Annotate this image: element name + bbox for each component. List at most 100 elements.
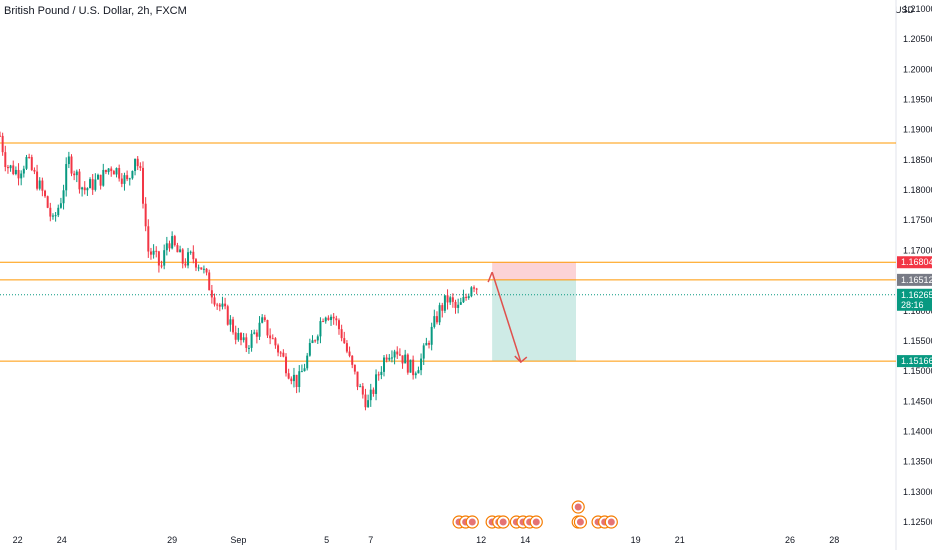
candle-body[interactable] bbox=[269, 335, 272, 339]
candle-body[interactable] bbox=[367, 400, 370, 408]
candle-body[interactable] bbox=[30, 157, 33, 170]
candle-body[interactable] bbox=[142, 167, 145, 204]
candle-body[interactable] bbox=[17, 169, 20, 179]
candle-body[interactable] bbox=[327, 317, 330, 321]
candle-body[interactable] bbox=[300, 371, 303, 373]
candle-body[interactable] bbox=[247, 347, 250, 349]
candle-body[interactable] bbox=[242, 337, 245, 341]
candle-body[interactable] bbox=[1, 135, 4, 153]
candle-body[interactable] bbox=[406, 354, 409, 373]
candle-body[interactable] bbox=[123, 175, 126, 184]
candle-body[interactable] bbox=[38, 180, 41, 189]
candle-body[interactable] bbox=[383, 357, 385, 372]
candle-body[interactable] bbox=[380, 371, 383, 375]
candle-body[interactable] bbox=[221, 303, 224, 307]
candle-body[interactable] bbox=[435, 316, 438, 323]
candle-body[interactable] bbox=[287, 373, 290, 379]
candle-body[interactable] bbox=[353, 364, 356, 372]
candle-body[interactable] bbox=[475, 288, 478, 290]
candle-body[interactable] bbox=[189, 251, 192, 253]
candle-body[interactable] bbox=[46, 196, 49, 208]
candle-body[interactable] bbox=[152, 250, 155, 255]
candle-body[interactable] bbox=[44, 190, 47, 197]
candle-body[interactable] bbox=[165, 243, 168, 251]
candle-body[interactable] bbox=[171, 236, 174, 249]
candle-body[interactable] bbox=[343, 338, 346, 344]
candle-body[interactable] bbox=[208, 272, 211, 291]
candle-body[interactable] bbox=[348, 351, 351, 356]
candle-body[interactable] bbox=[351, 355, 354, 365]
candle-body[interactable] bbox=[364, 394, 367, 408]
candle-body[interactable] bbox=[306, 355, 309, 369]
candle-body[interactable] bbox=[202, 268, 205, 270]
candle-body[interactable] bbox=[205, 268, 208, 273]
candle-body[interactable] bbox=[369, 389, 372, 401]
candle-body[interactable] bbox=[104, 169, 107, 173]
candle-body[interactable] bbox=[33, 169, 36, 172]
candle-body[interactable] bbox=[6, 167, 9, 169]
candle-body[interactable] bbox=[314, 340, 317, 342]
candle-body[interactable] bbox=[192, 251, 195, 260]
candle-body[interactable] bbox=[465, 296, 468, 299]
candle-body[interactable] bbox=[322, 321, 325, 323]
candle-body[interactable] bbox=[54, 215, 57, 217]
candle-body[interactable] bbox=[62, 190, 65, 204]
candle-body[interactable] bbox=[163, 250, 166, 266]
candle-body[interactable] bbox=[390, 357, 393, 359]
candle-body[interactable] bbox=[218, 304, 221, 307]
candle-body[interactable] bbox=[187, 252, 190, 266]
candle-body[interactable] bbox=[345, 343, 348, 352]
candle-body[interactable] bbox=[179, 249, 182, 253]
candle-body[interactable] bbox=[107, 168, 110, 173]
candle-body[interactable] bbox=[414, 373, 417, 376]
candle-body[interactable] bbox=[467, 296, 470, 299]
candle-body[interactable] bbox=[316, 336, 319, 341]
candle-body[interactable] bbox=[417, 370, 420, 374]
candle-body[interactable] bbox=[404, 354, 407, 364]
candle-body[interactable] bbox=[25, 156, 28, 169]
candle-body[interactable] bbox=[255, 332, 258, 337]
candle-body[interactable] bbox=[200, 267, 203, 270]
candle-body[interactable] bbox=[250, 333, 253, 348]
candle-body[interactable] bbox=[385, 357, 388, 360]
candle-body[interactable] bbox=[78, 171, 81, 190]
candle-body[interactable] bbox=[473, 287, 476, 289]
candle-body[interactable] bbox=[311, 340, 314, 344]
candle-body[interactable] bbox=[96, 174, 99, 180]
candle-body[interactable] bbox=[282, 352, 285, 357]
arrow-segment[interactable] bbox=[487, 271, 493, 283]
candle-body[interactable] bbox=[330, 316, 333, 321]
candle-body[interactable] bbox=[359, 386, 362, 388]
stop-loss-zone[interactable] bbox=[492, 262, 576, 280]
candle-body[interactable] bbox=[115, 168, 118, 175]
candle-body[interactable] bbox=[308, 343, 311, 356]
candle-body[interactable] bbox=[67, 156, 70, 165]
candle-body[interactable] bbox=[337, 320, 340, 330]
candle-body[interactable] bbox=[277, 345, 280, 353]
candle-body[interactable] bbox=[372, 389, 375, 394]
candle-body[interactable] bbox=[443, 295, 446, 311]
candle-body[interactable] bbox=[425, 342, 428, 346]
candle-body[interactable] bbox=[81, 187, 84, 190]
candle-body[interactable] bbox=[51, 215, 54, 217]
candle-body[interactable] bbox=[459, 302, 462, 305]
candle-body[interactable] bbox=[232, 319, 235, 333]
candle-body[interactable] bbox=[422, 345, 425, 359]
candle-body[interactable] bbox=[449, 297, 452, 303]
candle-body[interactable] bbox=[470, 287, 473, 297]
candle-body[interactable] bbox=[454, 301, 457, 308]
candle-body[interactable] bbox=[263, 317, 266, 321]
candle-body[interactable] bbox=[12, 165, 15, 175]
candle-body[interactable] bbox=[134, 158, 137, 171]
candle-body[interactable] bbox=[319, 321, 322, 337]
candle-body[interactable] bbox=[229, 319, 232, 325]
candle-body[interactable] bbox=[75, 171, 78, 176]
candle-body[interactable] bbox=[239, 333, 242, 341]
candle-body[interactable] bbox=[430, 326, 433, 345]
candle-body[interactable] bbox=[438, 305, 441, 323]
candle-body[interactable] bbox=[377, 374, 380, 376]
candle-body[interactable] bbox=[112, 171, 115, 175]
candle-body[interactable] bbox=[279, 352, 282, 354]
